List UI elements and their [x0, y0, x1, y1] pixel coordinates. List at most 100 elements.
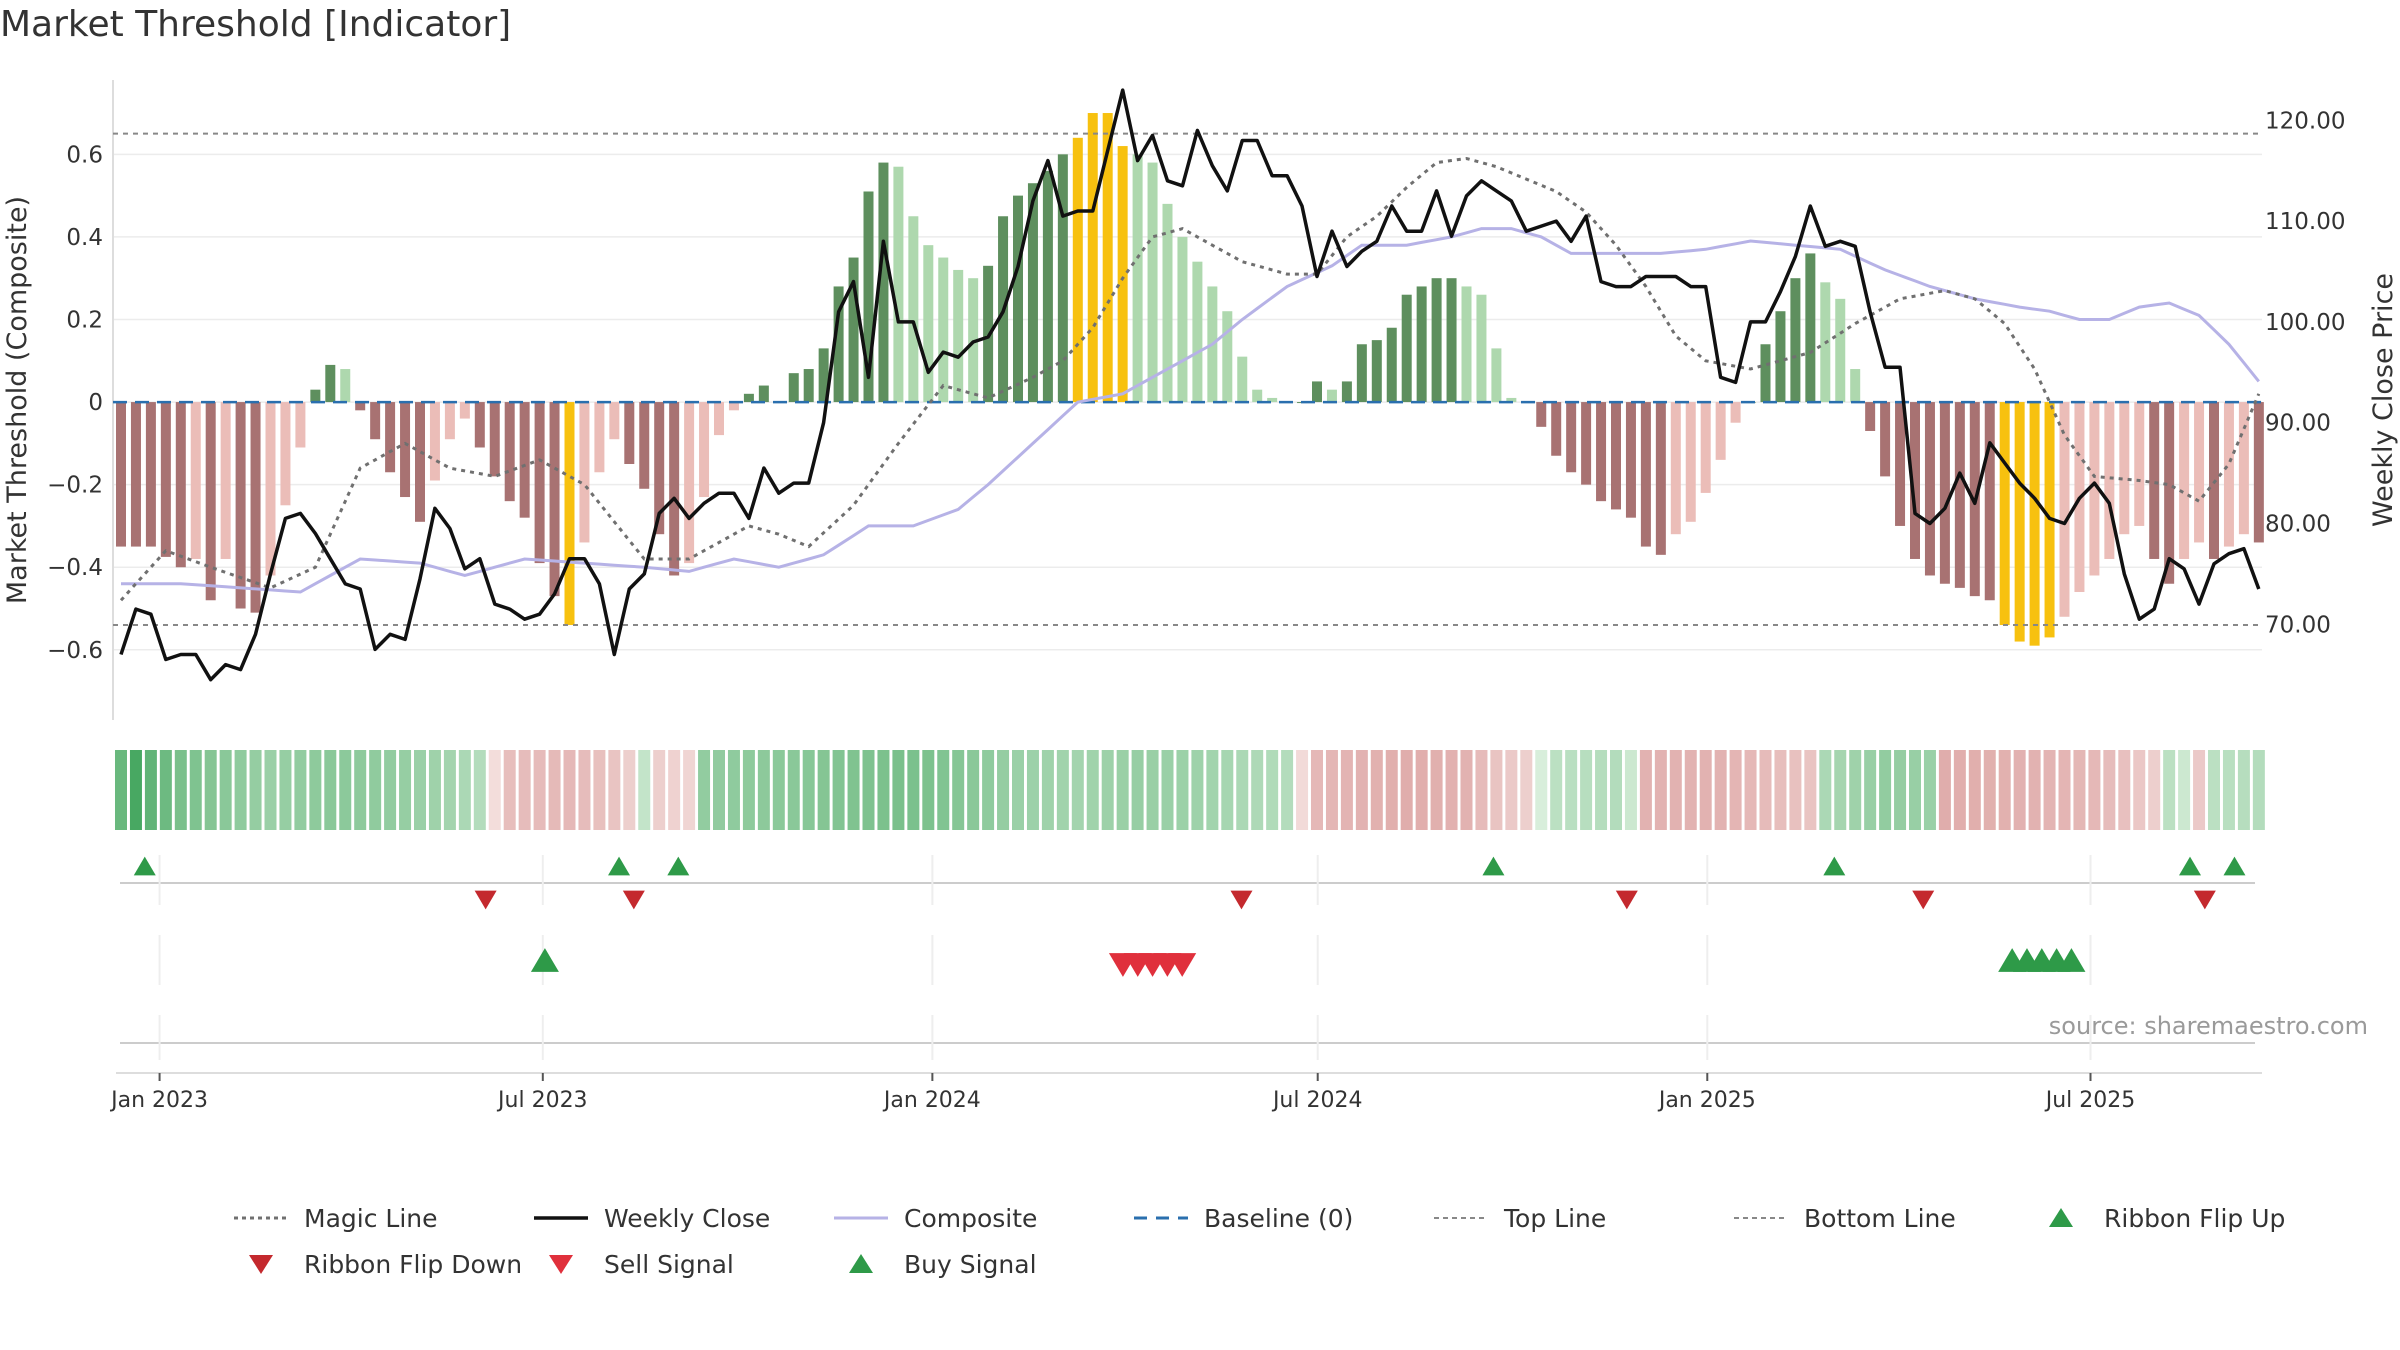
ribbon-cell — [144, 750, 157, 830]
composite-bar — [1147, 162, 1158, 403]
composite-bar — [1102, 113, 1113, 403]
ribbon-cell — [1041, 750, 1054, 830]
ribbon-cell — [2237, 750, 2250, 830]
ribbon-flip-down-marker — [2193, 890, 2216, 910]
ribbon-cell — [1759, 750, 1772, 830]
ribbon-cell — [907, 750, 920, 830]
legend-swatch-icon — [534, 1216, 588, 1220]
y-right-tick-label: 80.00 — [2265, 511, 2331, 537]
composite-bar — [340, 369, 351, 403]
composite-bar — [743, 393, 754, 403]
composite-bar — [2104, 402, 2115, 559]
ribbon-cell — [1983, 750, 1996, 830]
y-left-axis-label: Market Threshold (Composite) — [2, 196, 33, 604]
ribbon-flip-up-marker — [608, 856, 631, 876]
composite-bar — [1072, 137, 1083, 403]
composite-bar — [594, 402, 605, 473]
composite-bar — [699, 402, 710, 498]
ribbon-flip-down-marker — [1912, 890, 1935, 910]
composite-bar — [1222, 311, 1233, 403]
composite-bar — [848, 257, 859, 403]
ribbon-cell — [1909, 750, 1921, 830]
composite-bar — [1326, 389, 1337, 403]
composite-bar — [2089, 402, 2100, 576]
y-left-tick-label: 0.2 — [66, 307, 103, 333]
composite-bar — [1924, 402, 1935, 576]
ribbon-cell — [219, 750, 232, 830]
composite-bar — [1491, 348, 1502, 403]
ribbon-cell — [1340, 750, 1353, 830]
y-right-tick-label: 100.00 — [2265, 310, 2345, 336]
composite-bar — [2179, 402, 2190, 559]
ribbon-cell — [1879, 750, 1892, 830]
ribbon-cell — [548, 750, 561, 830]
buy-signal-marker — [530, 948, 559, 972]
ribbon-cell — [593, 750, 606, 830]
ribbon-cell — [1251, 750, 1264, 830]
composite-bar — [534, 402, 545, 564]
ribbon-cell — [2088, 750, 2101, 830]
composite-bar — [923, 245, 934, 403]
ribbon-cell — [1221, 750, 1234, 830]
ribbon-cell — [1595, 750, 1608, 830]
ribbon-cell — [742, 750, 755, 830]
ribbon-cell — [2013, 750, 2026, 830]
ribbon-cell — [1430, 750, 1443, 830]
ribbon-cell — [982, 750, 995, 830]
ribbon-flip-up-marker — [1823, 856, 1846, 876]
ribbon-cell — [1281, 750, 1294, 830]
composite-bar — [1536, 402, 1547, 427]
ribbon-flip-up-marker — [2179, 856, 2202, 876]
composite-bar — [355, 402, 366, 411]
composite-bar — [1386, 327, 1397, 403]
composite-bar — [1640, 402, 1651, 547]
ribbon-cell — [1610, 750, 1622, 830]
ribbon-cell — [264, 750, 277, 830]
ribbon-cell — [638, 750, 651, 830]
ribbon-cell — [2252, 750, 2265, 830]
ribbon-cell — [1460, 750, 1473, 830]
ribbon-cell — [1131, 750, 1144, 830]
ribbon-cell — [2058, 750, 2071, 830]
composite-bar — [1865, 402, 1876, 431]
ribbon-cell — [1415, 750, 1428, 830]
y-left-tick-label: 0.6 — [66, 142, 103, 168]
ribbon-cell — [757, 750, 770, 830]
composite-bar — [624, 402, 635, 464]
ribbon-cell — [1325, 750, 1338, 830]
ribbon-cell — [1998, 750, 2011, 830]
composite-bar — [818, 348, 829, 403]
composite-bar — [1177, 236, 1188, 403]
composite-bar — [1551, 402, 1562, 456]
y-right-tick-label: 120.00 — [2265, 108, 2345, 134]
ribbon-cell — [952, 750, 965, 830]
y-left-tick-label: −0.2 — [47, 473, 103, 499]
composite-bar — [429, 402, 440, 481]
y-left-tick-label: −0.4 — [47, 555, 103, 581]
ribbon-cell — [1968, 750, 1981, 830]
composite-bar — [1192, 261, 1203, 403]
ribbon-cell — [1400, 750, 1413, 830]
composite-bar — [250, 402, 261, 613]
legend-item: Buy Signal — [830, 1241, 1130, 1287]
composite-bar — [549, 402, 560, 597]
ribbon-cell — [1385, 750, 1398, 830]
ribbon-flip-down-marker — [1230, 890, 1253, 910]
ribbon-cell — [997, 750, 1010, 830]
ribbon-cell — [1071, 750, 1084, 830]
ribbon-cell — [1086, 750, 1099, 830]
legend-label: Ribbon Flip Down — [304, 1249, 523, 1279]
ribbon-cell — [1445, 750, 1458, 830]
ribbon-cell — [428, 750, 441, 830]
ribbon-cell — [2193, 750, 2206, 830]
composite-bar — [1506, 397, 1517, 403]
composite-bar — [654, 402, 665, 535]
ribbon-cell — [787, 750, 800, 830]
ribbon-cell — [922, 750, 935, 830]
ribbon-cell — [563, 750, 576, 830]
x-tick-label: Jul 2024 — [1271, 1088, 1363, 1113]
composite-bar — [370, 402, 381, 440]
composite-bar — [2029, 402, 2040, 646]
sell-signal-marker — [1168, 953, 1197, 977]
